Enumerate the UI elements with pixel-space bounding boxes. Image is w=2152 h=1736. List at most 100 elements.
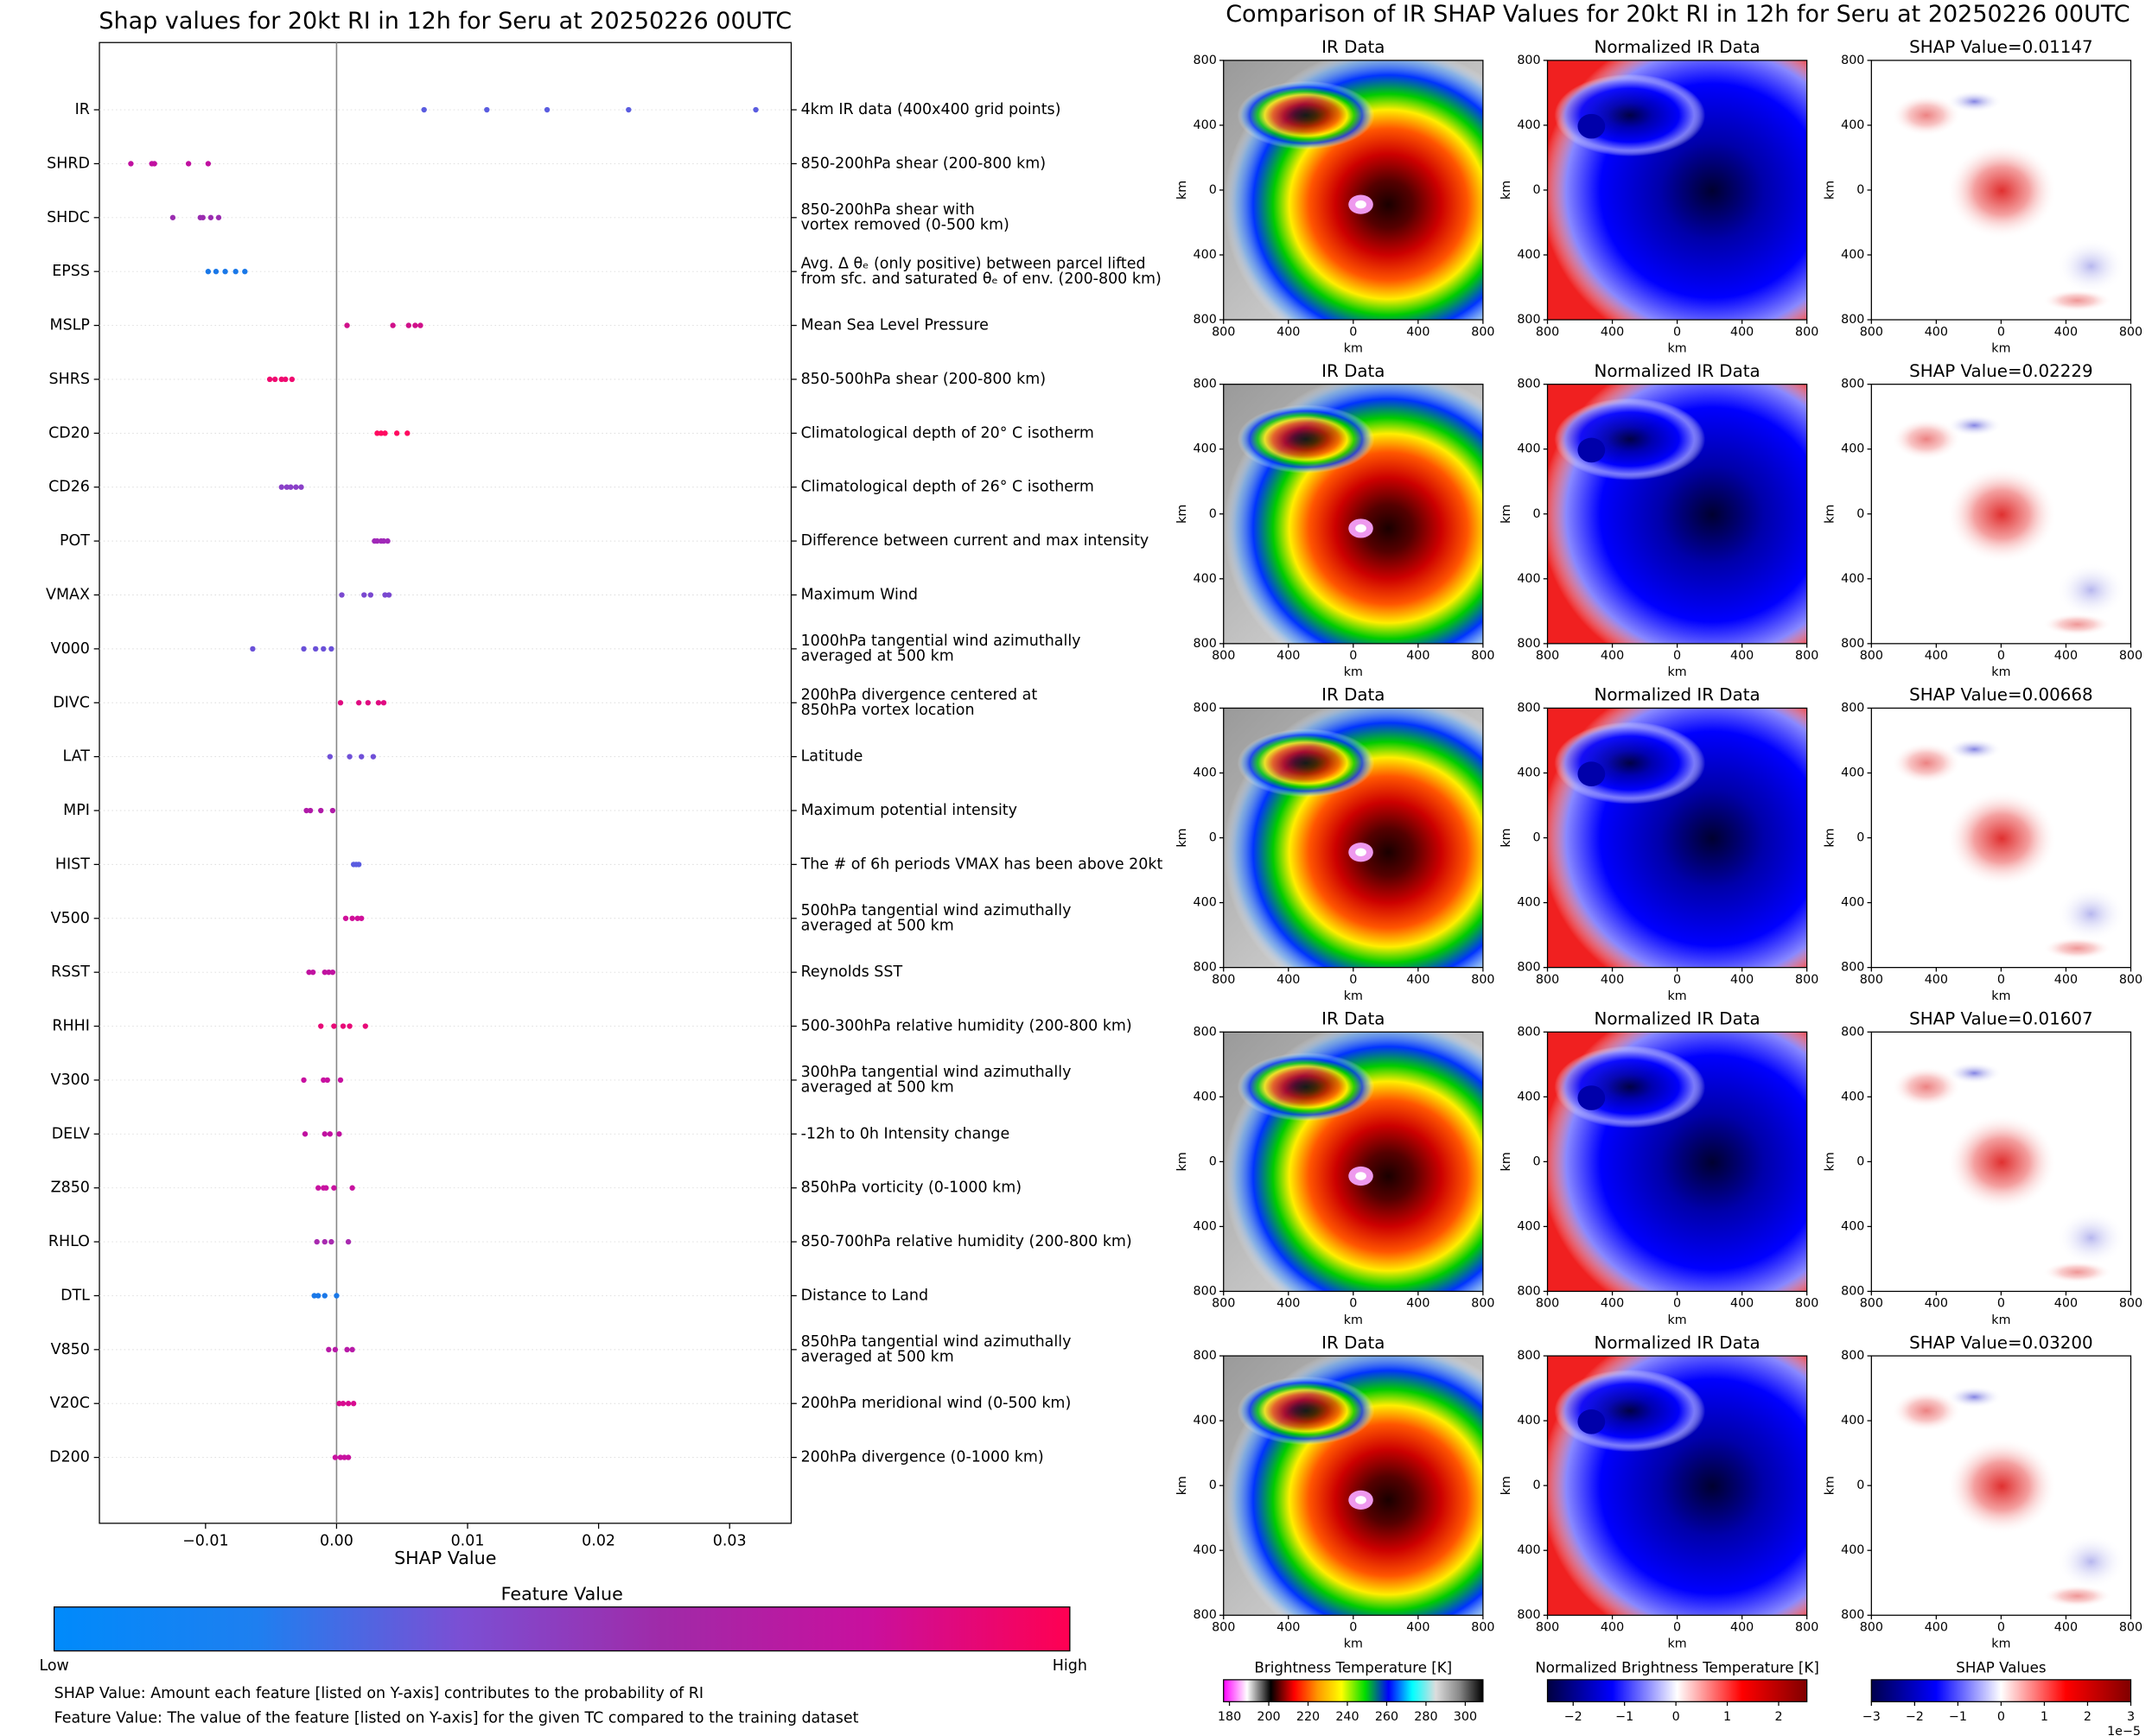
panel-title: Normalized IR Data	[1595, 1008, 1760, 1028]
point	[323, 1185, 329, 1191]
x-tick-label: 400	[1601, 325, 1624, 339]
feature-description: 850hPa vorticity (0-1000 km)	[801, 1180, 1022, 1197]
panel-title: Normalized IR Data	[1595, 37, 1760, 57]
point	[318, 1023, 324, 1029]
y-tick-label: 800	[1517, 1608, 1540, 1622]
y-tick-label: 400	[1194, 1543, 1217, 1557]
point	[307, 807, 314, 814]
colorbar-tick-label: 2	[2084, 1710, 2092, 1724]
y-tick-label: 800	[1194, 378, 1217, 391]
image-panel	[1871, 708, 2131, 968]
x-tick-label: 400	[1730, 1297, 1754, 1311]
point	[345, 1401, 352, 1407]
y-tick-label: 800	[1841, 1284, 1864, 1298]
point	[266, 376, 273, 383]
x-tick-label: −0.01	[182, 1532, 228, 1549]
x-tick-label: 400	[1406, 649, 1429, 663]
y-tick-label: 400	[1517, 1543, 1540, 1557]
x-tick-label: 800	[1795, 649, 1818, 663]
feature-label: CD20	[48, 424, 90, 442]
x-tick-label: 400	[1925, 1297, 1948, 1311]
point	[367, 592, 374, 598]
point	[405, 322, 411, 328]
colorbar-tick-label: 240	[1335, 1710, 1359, 1724]
x-tick-label: 400	[1730, 325, 1754, 339]
point	[327, 754, 334, 760]
y-tick-label: 400	[1841, 1090, 1864, 1103]
image-panel	[1223, 384, 1483, 644]
feature-description: from sfc. and saturated θₑ of env. (200-…	[801, 270, 1162, 288]
point	[298, 484, 304, 490]
y-axis-label: km	[1175, 1152, 1189, 1171]
y-tick-label: 0	[1856, 1154, 1864, 1168]
x-tick-label: 400	[2054, 1621, 2078, 1635]
y-tick-label: 400	[1517, 766, 1540, 780]
y-tick-label: 800	[1841, 378, 1864, 391]
x-tick-label: 800	[1860, 973, 1883, 987]
image-panel	[1223, 60, 1483, 321]
y-tick-label: 800	[1194, 701, 1217, 715]
y-axis-label: km	[1499, 181, 1513, 200]
y-tick-label: 400	[1841, 1414, 1864, 1428]
image-panel	[1871, 60, 2131, 321]
x-tick-label: 400	[1730, 1621, 1754, 1635]
feature-description: -12h to 0h Intensity change	[801, 1125, 1010, 1142]
panel-title: Normalized IR Data	[1595, 1332, 1760, 1352]
y-tick-label: 0	[1532, 831, 1540, 845]
colorbar-title: Normalized Brightness Temperature [K]	[1535, 1660, 1819, 1676]
colorbar	[1870, 1679, 2132, 1702]
feature-description: 200hPa divergence (0-1000 km)	[801, 1449, 1044, 1466]
x-axis-label: km	[1991, 665, 2010, 679]
y-tick-label: 800	[1517, 313, 1540, 327]
feature-label: VMAX	[46, 586, 90, 603]
point	[334, 1293, 340, 1299]
x-tick-label: 0	[1673, 973, 1681, 987]
x-tick-label: 800	[1212, 649, 1235, 663]
point	[349, 1346, 355, 1353]
x-tick-label: 400	[2054, 973, 2078, 987]
x-tick-label: 0	[1349, 1621, 1357, 1635]
point	[303, 807, 309, 814]
x-axis-label: km	[1344, 1637, 1363, 1651]
point	[301, 645, 307, 652]
y-tick-label: 400	[1517, 248, 1540, 262]
y-tick-label: 400	[1194, 1090, 1217, 1103]
point	[753, 106, 759, 113]
colorbar-tick-label: −1	[1949, 1710, 1967, 1724]
x-tick-label: 0	[1349, 649, 1357, 663]
x-tick-label: 400	[1925, 973, 1948, 987]
point	[301, 1077, 307, 1084]
panel-title: SHAP Value=0.03200	[1909, 1332, 2093, 1352]
y-tick-label: 800	[1517, 1349, 1540, 1363]
y-tick-label: 800	[1517, 637, 1540, 651]
x-axis-label: km	[1668, 1313, 1687, 1327]
colorbar-title: SHAP Values	[1956, 1660, 2046, 1676]
point	[404, 430, 411, 436]
x-tick-label: 800	[1536, 1621, 1559, 1635]
feature-description: 300hPa tangential wind azimuthally	[801, 1064, 1072, 1081]
feature-label: DIVC	[53, 694, 90, 711]
feature-description: 850hPa vortex location	[801, 702, 975, 719]
y-tick-label: 400	[1517, 118, 1540, 132]
y-tick-label: 800	[1194, 54, 1217, 67]
colorbar-tick-label: 0	[1997, 1710, 2005, 1724]
point	[321, 645, 327, 652]
x-tick-label: 400	[2054, 1297, 2078, 1311]
panel-title: IR Data	[1321, 685, 1385, 705]
x-tick-label: 400	[1406, 1621, 1429, 1635]
point	[374, 430, 380, 436]
x-tick-label: 400	[1406, 1297, 1429, 1311]
feature-description: 200hPa divergence centered at	[801, 687, 1038, 704]
y-tick-label: 400	[1517, 1219, 1540, 1233]
point	[283, 376, 289, 383]
point	[232, 269, 239, 275]
point	[309, 969, 316, 976]
x-tick-label: 400	[1277, 649, 1300, 663]
y-tick-label: 0	[1209, 1154, 1217, 1168]
colorbar-tick-label: 300	[1454, 1710, 1477, 1724]
point	[242, 269, 248, 275]
x-tick-label: 800	[1471, 325, 1494, 339]
y-tick-label: 800	[1194, 1284, 1217, 1298]
point	[370, 754, 377, 760]
